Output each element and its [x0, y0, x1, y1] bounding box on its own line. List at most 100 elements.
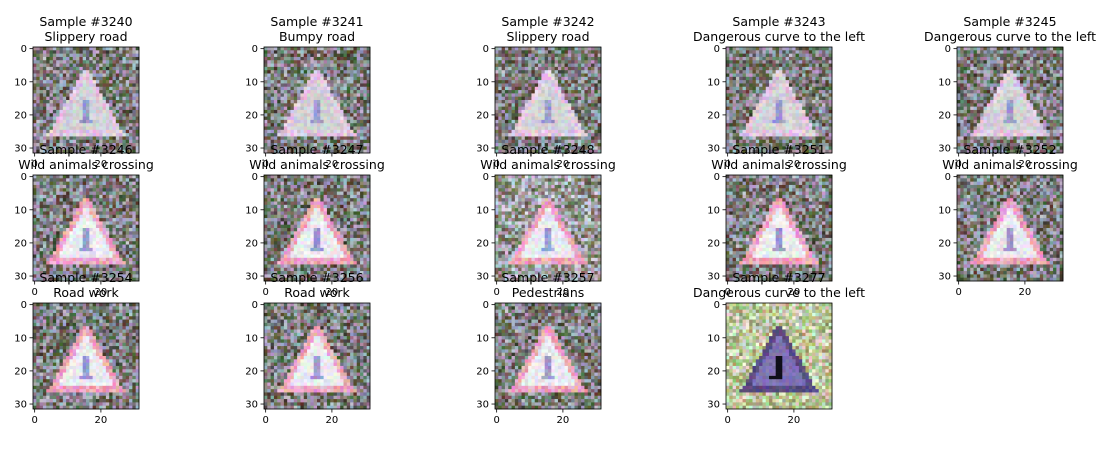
image-pixel: [273, 76, 278, 81]
image-pixel: [99, 70, 103, 74]
image-pixel: [597, 146, 602, 151]
image-pixel: [122, 50, 127, 54]
image-pixel: [264, 139, 268, 144]
image-pixel: [353, 116, 358, 121]
image-pixel: [587, 119, 592, 124]
image-pixel: [822, 136, 826, 141]
image-pixel: [498, 66, 502, 71]
image-pixel: [270, 76, 275, 81]
image-pixel: [310, 83, 315, 88]
image-pixel: [495, 56, 499, 61]
image-pixel: [825, 100, 830, 104]
image-pixel: [765, 109, 770, 114]
image-pixel: [1049, 116, 1054, 121]
image-pixel: [782, 129, 786, 134]
image-pixel: [735, 126, 740, 131]
image-pixel: [102, 113, 107, 117]
image-pixel: [109, 136, 113, 141]
image-pixel: [825, 129, 830, 134]
image-pixel: [95, 143, 100, 147]
image-pixel: [976, 60, 981, 64]
image-pixel: [561, 86, 565, 91]
image-pixel: [1010, 109, 1014, 114]
image-pixel: [283, 106, 288, 111]
image-pixel: [283, 76, 288, 81]
image-pixel: [307, 93, 311, 98]
image-pixel: [59, 96, 64, 101]
image-pixel: [280, 76, 285, 81]
image-pixel: [303, 90, 308, 94]
image-pixel: [986, 123, 991, 127]
image-pixel: [581, 116, 585, 121]
image-pixel: [534, 109, 539, 114]
image-pixel: [597, 96, 602, 101]
image-pixel: [966, 129, 971, 134]
image-pixel: [993, 100, 998, 104]
image-pixel: [46, 53, 50, 58]
image-pixel: [273, 96, 278, 101]
image-pixel: [92, 70, 97, 74]
image-pixel: [62, 116, 67, 121]
image-pixel: [802, 139, 806, 144]
image-pixel: [39, 93, 44, 98]
image-pixel: [76, 70, 80, 74]
image-pixel: [293, 93, 298, 98]
image-pixel: [983, 83, 988, 88]
image-pixel: [755, 76, 760, 81]
image-pixel: [792, 63, 796, 68]
image-pixel: [102, 109, 107, 114]
image-pixel: [597, 106, 602, 111]
image-pixel: [129, 60, 133, 64]
image-pixel: [320, 66, 324, 71]
image-pixel: [769, 66, 773, 71]
image-pixel: [960, 80, 964, 84]
image-pixel: [1039, 50, 1044, 54]
image-pixel: [534, 100, 539, 104]
image-pixel: [105, 133, 110, 137]
image-pixel: [534, 73, 539, 78]
image-pixel: [105, 90, 110, 94]
image-pixel: [343, 86, 348, 91]
image-pixel: [366, 119, 371, 124]
image-pixel: [350, 113, 354, 117]
image-pixel: [350, 93, 354, 98]
image-pixel: [36, 56, 40, 61]
image-pixel: [782, 113, 786, 117]
image-pixel: [561, 63, 565, 68]
image-pixel: [544, 93, 549, 98]
image-pixel: [769, 136, 773, 141]
image-pixel: [52, 139, 57, 144]
image-pixel: [33, 73, 37, 78]
image-pixel: [762, 76, 767, 81]
image-pixel: [76, 143, 80, 147]
image-pixel: [267, 139, 271, 144]
image-pixel: [514, 143, 519, 147]
image-pixel: [1010, 70, 1014, 74]
image-pixel: [135, 50, 140, 54]
image-pixel: [310, 139, 315, 144]
image-pixel: [95, 60, 100, 64]
image-pixel: [333, 139, 338, 144]
image-pixel: [511, 113, 516, 117]
image-pixel: [726, 76, 730, 81]
image-pixel: [320, 139, 324, 144]
image-pixel: [511, 96, 516, 101]
image-pixel: [39, 76, 44, 81]
image-pixel: [825, 96, 830, 101]
image-pixel: [313, 73, 318, 78]
image-pixel: [290, 50, 295, 54]
image-pixel: [508, 146, 512, 151]
image-pixel: [1003, 50, 1008, 54]
image-pixel: [69, 133, 74, 137]
image-pixel: [557, 76, 562, 81]
image-pixel: [69, 76, 74, 81]
image-pixel: [726, 149, 730, 154]
image-pixel: [33, 103, 37, 107]
image-pixel: [86, 126, 90, 131]
image-pixel: [366, 60, 371, 64]
image-pixel: [745, 47, 750, 51]
image-pixel: [812, 106, 816, 111]
image-pixel: [567, 129, 572, 134]
image-pixel: [303, 63, 308, 68]
image-pixel: [1043, 116, 1047, 121]
